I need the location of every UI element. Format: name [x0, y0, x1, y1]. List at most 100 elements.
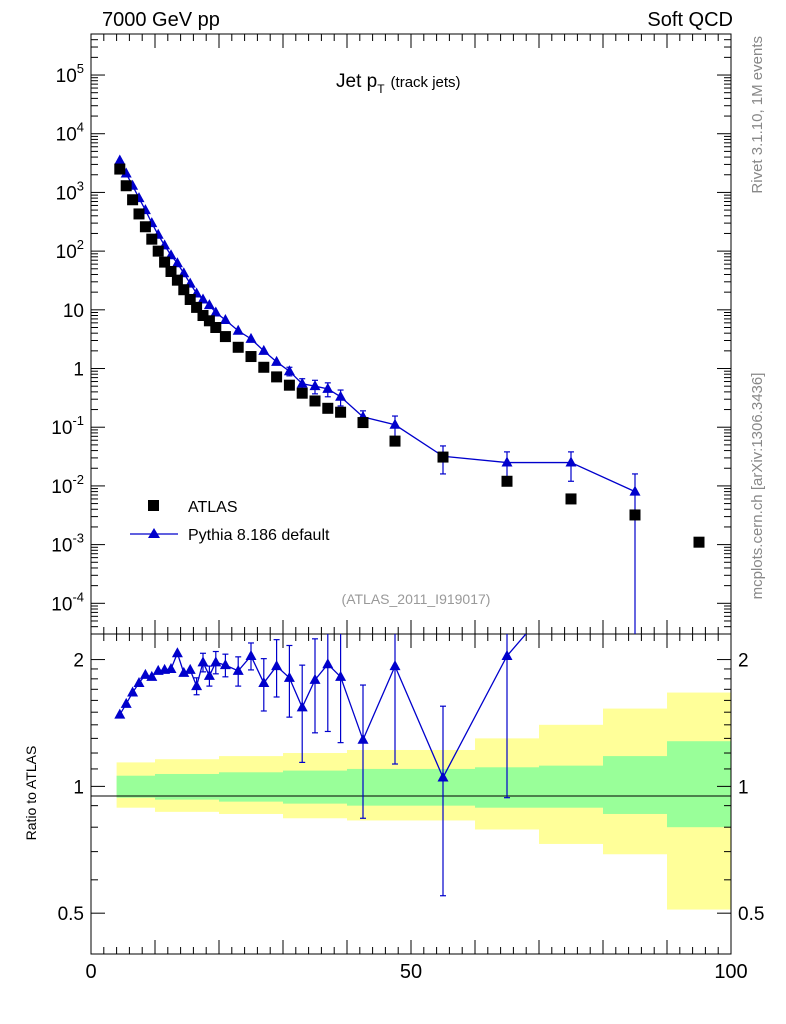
data-point-main — [159, 256, 171, 268]
data-point-main — [283, 379, 295, 391]
mc-point-ratio — [245, 649, 257, 660]
mc-point-ratio — [322, 658, 334, 669]
mc-point-main — [219, 314, 231, 325]
y-tick-label-main: 10 — [63, 301, 84, 322]
mc-series-ratio — [114, 634, 527, 897]
mc-point-main — [203, 299, 215, 310]
data-point-main — [152, 245, 164, 257]
y-tick-label-ratio-left: 1 — [73, 777, 84, 798]
mc-point-ratio — [197, 656, 209, 667]
y-tick-label-main: 103 — [56, 178, 84, 204]
y-tick-label-main: 10-1 — [51, 413, 84, 439]
mc-point-ratio — [501, 649, 513, 660]
mc-point-main — [389, 418, 401, 429]
plot-title-subscript: T — [377, 82, 385, 96]
data-point-main — [120, 180, 132, 192]
mc-point-ratio — [114, 708, 126, 719]
data-point-main — [322, 402, 334, 414]
mc-point-main — [309, 380, 321, 391]
y-tick-label-main: 105 — [56, 61, 84, 87]
mc-point-main — [232, 324, 244, 335]
data-point-main — [389, 435, 401, 447]
data-point-main — [693, 536, 705, 548]
band-inner-bin — [539, 765, 603, 808]
mc-point-ratio — [309, 673, 321, 684]
mc-point-main — [283, 365, 295, 376]
data-point-main — [197, 310, 209, 322]
data-point-main — [437, 451, 449, 463]
mc-point-main — [322, 382, 334, 393]
data-point-main — [165, 265, 177, 277]
mc-point-ratio — [133, 676, 145, 687]
mc-point-ratio — [219, 659, 231, 670]
mc-point-main — [258, 344, 270, 355]
y-tick-label-main: 1 — [73, 360, 84, 381]
data-point-main — [184, 293, 196, 305]
mc-series-main — [114, 154, 641, 634]
mc-point-ratio — [232, 664, 244, 675]
axis-tick-labels: 10-4 10-3 10-2 10-1 1 10 102 103 104 105 0.5 0.5 1 1 2… — [51, 61, 764, 983]
ratio-clipped-group — [114, 634, 527, 897]
mc-point-main — [210, 306, 222, 317]
side-label-mcplots: mcplots.cern.ch [arXiv:1306.3436] — [749, 373, 766, 600]
data-point-main — [501, 475, 513, 487]
header-right: Soft QCD — [647, 9, 733, 31]
data-point-main — [203, 315, 215, 327]
x-tick-label: 100 — [714, 961, 747, 983]
plot-title-main: Jet p — [336, 71, 377, 92]
y-tick-label-ratio-right: 1 — [738, 777, 749, 798]
mc-point-ratio — [139, 668, 151, 679]
plot-title: Jet pT (track jets) — [336, 71, 461, 96]
legend-data-marker — [148, 500, 159, 511]
data-point-main — [309, 395, 321, 407]
axis-ticks — [90, 33, 732, 954]
ratio-uncertainty-bands — [116, 692, 731, 910]
mc-point-ratio — [127, 686, 139, 697]
mc-point-ratio — [120, 697, 132, 708]
y-tick-label-main: 104 — [56, 120, 84, 146]
mc-point-ratio — [389, 660, 401, 671]
data-point-main — [127, 194, 139, 206]
mc-point-ratio — [184, 663, 196, 674]
data-point-main — [133, 208, 145, 220]
y-tick-label-ratio-left: 2 — [73, 651, 84, 672]
y-tick-label-ratio-left: 0.5 — [58, 904, 84, 925]
data-point-main — [357, 417, 369, 429]
header-left: 7000 GeV pp — [102, 9, 220, 31]
mc-point-ratio — [203, 669, 215, 680]
data-point-main — [232, 341, 244, 353]
mc-point-ratio — [165, 662, 177, 673]
y-tick-label-ratio-right: 2 — [738, 651, 749, 672]
mc-point-main — [335, 390, 347, 401]
analysis-id: (ATLAS_2011_I919017) — [342, 591, 491, 607]
band-inner-bin — [603, 756, 667, 814]
mc-point-ratio — [191, 680, 203, 691]
y-tick-label-main: 10-2 — [51, 472, 84, 498]
mc-point-main — [171, 257, 183, 268]
mc-point-ratio — [210, 656, 222, 667]
mc-point-ratio — [437, 771, 449, 782]
side-label-rivet: Rivet 3.1.10, 1M events — [749, 36, 766, 194]
legend-mc-label: Pythia 8.186 default — [188, 527, 330, 544]
data-point-main — [296, 387, 308, 399]
mc-point-main — [629, 485, 641, 496]
mc-point-main — [296, 377, 308, 388]
band-inner-bin — [283, 770, 347, 804]
y-tick-label-main: 10-4 — [51, 589, 84, 615]
band-inner-bin — [347, 768, 411, 806]
data-point-main — [335, 406, 347, 418]
data-point-main — [178, 284, 190, 296]
band-inner-bin — [667, 741, 731, 828]
data-point-main — [245, 351, 257, 363]
mc-point-ratio — [146, 670, 158, 681]
data-series-main — [114, 163, 705, 548]
mc-point-ratio — [171, 647, 183, 658]
data-point-main — [258, 361, 270, 373]
data-point-main — [114, 163, 126, 175]
band-inner-bin — [155, 773, 219, 800]
x-tick-label: 50 — [400, 961, 422, 983]
mc-point-main — [120, 167, 132, 178]
y-tick-label-main: 10-3 — [51, 531, 84, 557]
mc-point-ratio — [283, 671, 295, 682]
